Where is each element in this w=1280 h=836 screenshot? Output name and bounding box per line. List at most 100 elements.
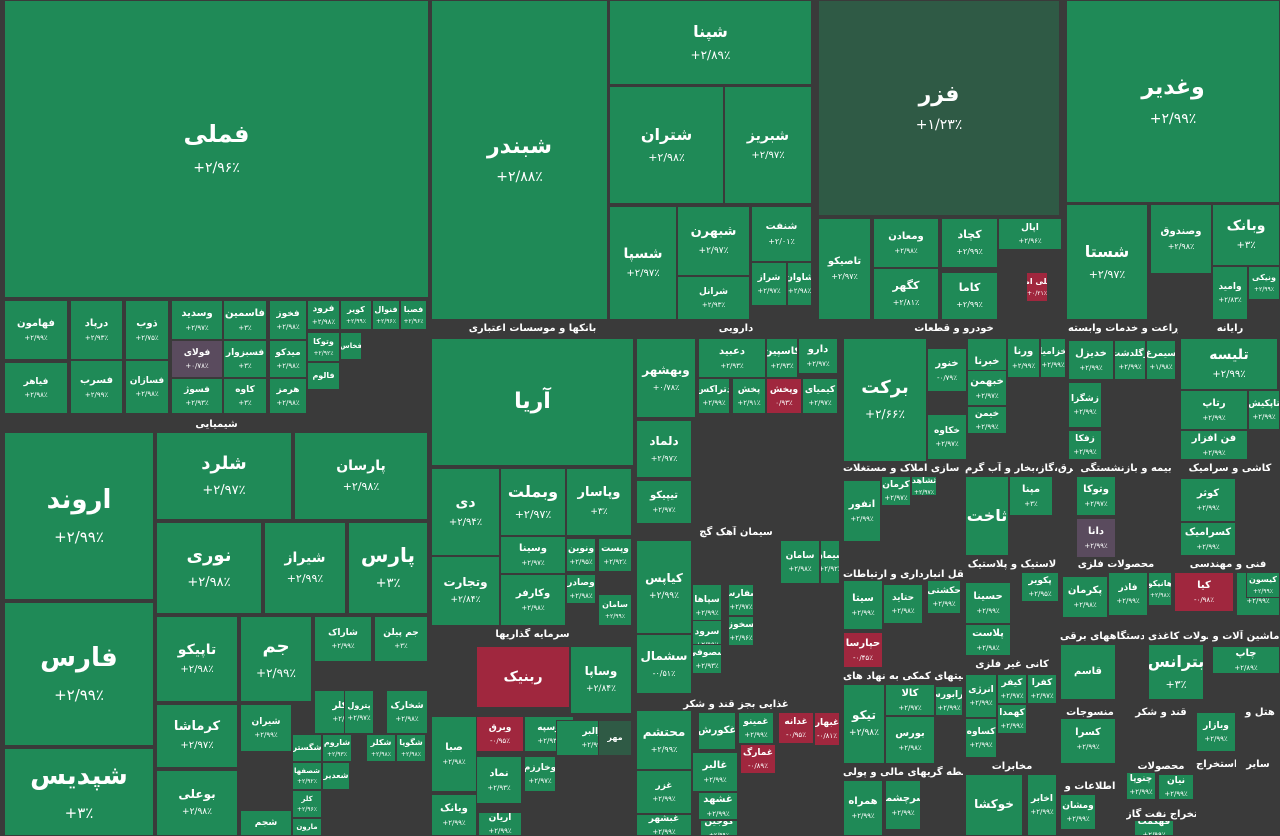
stock-tile[interactable]: وتجارت +۲/۸۴٪ — [431, 556, 500, 626]
stock-tile[interactable]: وامید +۲/۸۳٪ — [1212, 266, 1248, 320]
stock-tile[interactable]: خبهمن +۲/۹۷٪ — [967, 370, 1007, 406]
stock-tile[interactable]: کرمان +۲/۹۷٪ — [881, 476, 911, 506]
stock-tile[interactable]: کرماشا +۲/۹۷٪ — [156, 704, 238, 768]
stock-tile[interactable]: فرود +۲/۹۸٪ — [307, 300, 340, 330]
stock-tile[interactable]: کاسپین +۲/۹۳٪ — [766, 338, 798, 378]
stock-tile[interactable]: غکورش — [698, 712, 736, 750]
stock-tile[interactable]: کیاپس +۲/۹۹٪ — [636, 540, 692, 634]
stock-tile[interactable]: شنفت +۲/۰۱٪ — [751, 206, 812, 262]
stock-tile[interactable]: کیفر +۲/۹۷٪ — [997, 674, 1027, 704]
stock-tile[interactable]: شاراک +۲/۹۹٪ — [314, 616, 372, 662]
stock-tile[interactable]: شخارک +۲/۹۸٪ — [386, 690, 428, 734]
stock-tile[interactable]: سامان +۲/۹۸٪ — [780, 540, 820, 584]
stock-tile[interactable]: شپنا +۲/۸۹٪ — [609, 0, 812, 85]
stock-tile[interactable]: سشمال -۰/۵۱٪ — [636, 634, 692, 694]
stock-tile[interactable]: فهامون +۲/۹۹٪ — [4, 300, 68, 360]
stock-tile[interactable]: غمارگ -۰/۸۹٪ — [740, 744, 776, 774]
stock-tile[interactable]: وبرق -۰/۹۵٪ — [476, 716, 524, 752]
stock-tile[interactable]: فالوم — [307, 362, 340, 390]
stock-tile[interactable]: شپدیس +۳٪ — [4, 748, 154, 836]
stock-tile[interactable]: وصادر +۲/۹۸٪ — [566, 574, 596, 604]
stock-tile[interactable]: برکت +۲/۶۶٪ — [843, 338, 927, 462]
stock-tile[interactable]: درپاد +۲/۹۳٪ — [70, 300, 123, 360]
stock-tile[interactable]: اخابر +۲/۹۹٪ — [1027, 774, 1057, 836]
stock-tile[interactable]: وغدیر +۲/۹۹٪ — [1066, 0, 1280, 203]
stock-tile[interactable]: نماد +۲/۹۳٪ — [476, 756, 522, 804]
stock-tile[interactable]: بترانس +۳٪ — [1148, 644, 1204, 700]
stock-tile[interactable]: وپست +۲/۹۲٪ — [598, 538, 632, 572]
stock-tile[interactable]: دارو +۲/۹۷٪ — [798, 338, 838, 374]
stock-tile[interactable]: کفرا +۲/۹۷٪ — [1027, 674, 1057, 704]
stock-tile[interactable]: ومشان +۲/۹۹٪ — [1060, 794, 1096, 830]
stock-tile[interactable]: فسرب +۲/۹۹٪ — [70, 360, 123, 414]
stock-tile[interactable]: فرابورس +۲/۹۹٪ — [935, 686, 963, 716]
stock-tile[interactable]: شلرد +۲/۹۷٪ — [156, 432, 292, 520]
stock-tile[interactable]: کسرامیک +۲/۹۹٪ — [1180, 522, 1236, 556]
stock-tile[interactable]: کهمدا +۲/۹۹٪ — [997, 704, 1027, 734]
stock-tile[interactable]: شراز +۲/۹۷٪ — [751, 262, 787, 306]
stock-tile[interactable]: کلر +۲/۹۶٪ — [292, 790, 322, 818]
stock-tile[interactable]: پارسان +۲/۹۸٪ — [294, 432, 428, 520]
stock-tile[interactable]: خوکشا — [965, 774, 1023, 836]
stock-tile[interactable]: چنوپا +۲/۹۹٪ — [1126, 770, 1156, 800]
stock-tile[interactable]: شاروم +۲/۹۳٪ — [322, 734, 352, 762]
stock-tile[interactable]: انفور +۲/۹۹٪ — [843, 480, 881, 542]
stock-tile[interactable]: دعبید +۲/۹۳٪ — [698, 338, 766, 378]
stock-tile[interactable]: وبانک +۳٪ — [1212, 204, 1280, 266]
stock-tile[interactable]: اروند +۲/۹۹٪ — [4, 432, 154, 600]
stock-tile[interactable]: فارس +۲/۹۹٪ — [4, 602, 154, 746]
stock-tile[interactable]: کاما +۲/۹۹٪ — [941, 272, 998, 320]
stock-tile[interactable]: زگلدشت +۲/۹۹٪ — [1114, 340, 1146, 380]
stock-tile[interactable]: شرانل +۲/۹۳٪ — [677, 276, 750, 320]
stock-tile[interactable]: همراه +۲/۹۹٪ — [843, 780, 883, 836]
stock-tile[interactable]: فولای +۰/۷۸٪ — [171, 340, 223, 378]
stock-tile[interactable]: فسبزوار +۳٪ — [223, 340, 267, 378]
stock-tile[interactable]: حپارسا -۰/۴۵٪ — [843, 632, 883, 668]
stock-tile[interactable]: بورس +۲/۹۸٪ — [885, 716, 935, 764]
stock-tile[interactable]: شگستر — [292, 734, 322, 762]
stock-tile[interactable]: وکارفر +۲/۹۸٪ — [500, 574, 566, 626]
stock-tile[interactable]: زشگزا +۲/۹۹٪ — [1068, 382, 1102, 428]
stock-tile[interactable]: پترول +۲/۹۷٪ — [344, 690, 374, 734]
stock-tile[interactable]: کوثر +۲/۹۹٪ — [1180, 478, 1236, 522]
stock-tile[interactable]: حسینا +۲/۹۹٪ — [965, 582, 1011, 624]
stock-tile[interactable]: کچاد +۲/۹۹٪ — [941, 218, 998, 268]
stock-tile[interactable]: شگویا +۲/۹۸٪ — [396, 734, 426, 762]
stock-tile[interactable]: آریان +۲/۹۹٪ — [478, 812, 522, 836]
stock-tile[interactable]: دی +۲/۹۴٪ — [431, 468, 500, 556]
stock-tile[interactable]: شجم — [240, 810, 292, 836]
stock-tile[interactable]: ربنیک — [476, 646, 570, 708]
stock-tile[interactable]: وبانک +۲/۹۹٪ — [431, 794, 477, 836]
stock-tile[interactable]: کالا +۲/۹۷٪ — [885, 684, 935, 716]
stock-tile[interactable]: غزر +۲/۹۹٪ — [636, 770, 692, 814]
stock-tile[interactable]: غبشهر +۲/۹۹٪ — [636, 814, 692, 836]
stock-tile[interactable]: تاپکیش +۲/۹۹٪ — [1248, 390, 1280, 430]
stock-tile[interactable]: تاپیکو +۲/۹۸٪ — [156, 616, 238, 702]
stock-tile[interactable]: غبهار -۰/۸۱٪ — [814, 712, 840, 746]
stock-tile[interactable]: شاوان +۲/۹۸٪ — [787, 262, 812, 306]
stock-tile[interactable]: بوعلی +۲/۹۸٪ — [156, 770, 238, 836]
stock-tile[interactable]: جم پیلن +۳٪ — [374, 616, 428, 662]
stock-tile[interactable]: جم +۲/۹۹٪ — [240, 616, 312, 702]
stock-tile[interactable]: آریا — [431, 338, 634, 466]
stock-tile[interactable]: سیمرغ +۱/۹۸٪ — [1146, 340, 1176, 380]
stock-tile[interactable]: انرژی +۲/۹۹٪ — [965, 674, 997, 718]
stock-tile[interactable]: شیران +۲/۹۹٪ — [240, 704, 292, 752]
stock-tile[interactable]: پکرمان +۲/۹۸٪ — [1062, 576, 1108, 618]
stock-tile[interactable]: رتاپ +۲/۹۹٪ — [1180, 390, 1248, 430]
stock-tile[interactable]: قهکمت +۲/۹۹٪ — [1134, 820, 1174, 836]
stock-tile[interactable]: فخوز +۲/۹۸٪ — [269, 300, 307, 340]
stock-tile[interactable]: وپاسار +۳٪ — [566, 468, 632, 536]
stock-tile[interactable]: شبندر +۲/۸۸٪ — [431, 0, 608, 320]
stock-tile[interactable]: فصبا +۲/۹۶٪ — [400, 300, 427, 330]
stock-tile[interactable]: فنوال +۲/۹۶٪ — [372, 300, 400, 330]
stock-tile[interactable]: فسازان +۲/۹۸٪ — [125, 360, 169, 414]
stock-tile[interactable]: کیسون +۲/۹۹٪ — [1246, 572, 1280, 598]
stock-tile[interactable]: فخاس — [340, 332, 362, 360]
stock-tile[interactable]: پکویر +۲/۹۵٪ — [1021, 572, 1059, 602]
stock-tile[interactable]: وپخش ۰/۹۳٪ — [766, 378, 802, 414]
stock-tile[interactable]: چاپ +۲/۸۹٪ — [1212, 646, 1280, 674]
stock-tile[interactable]: کاوه +۳٪ — [223, 378, 267, 414]
stock-tile[interactable]: ذوب +۲/۷۵٪ — [125, 300, 169, 360]
stock-tile[interactable]: شستا +۲/۹۷٪ — [1066, 204, 1148, 320]
